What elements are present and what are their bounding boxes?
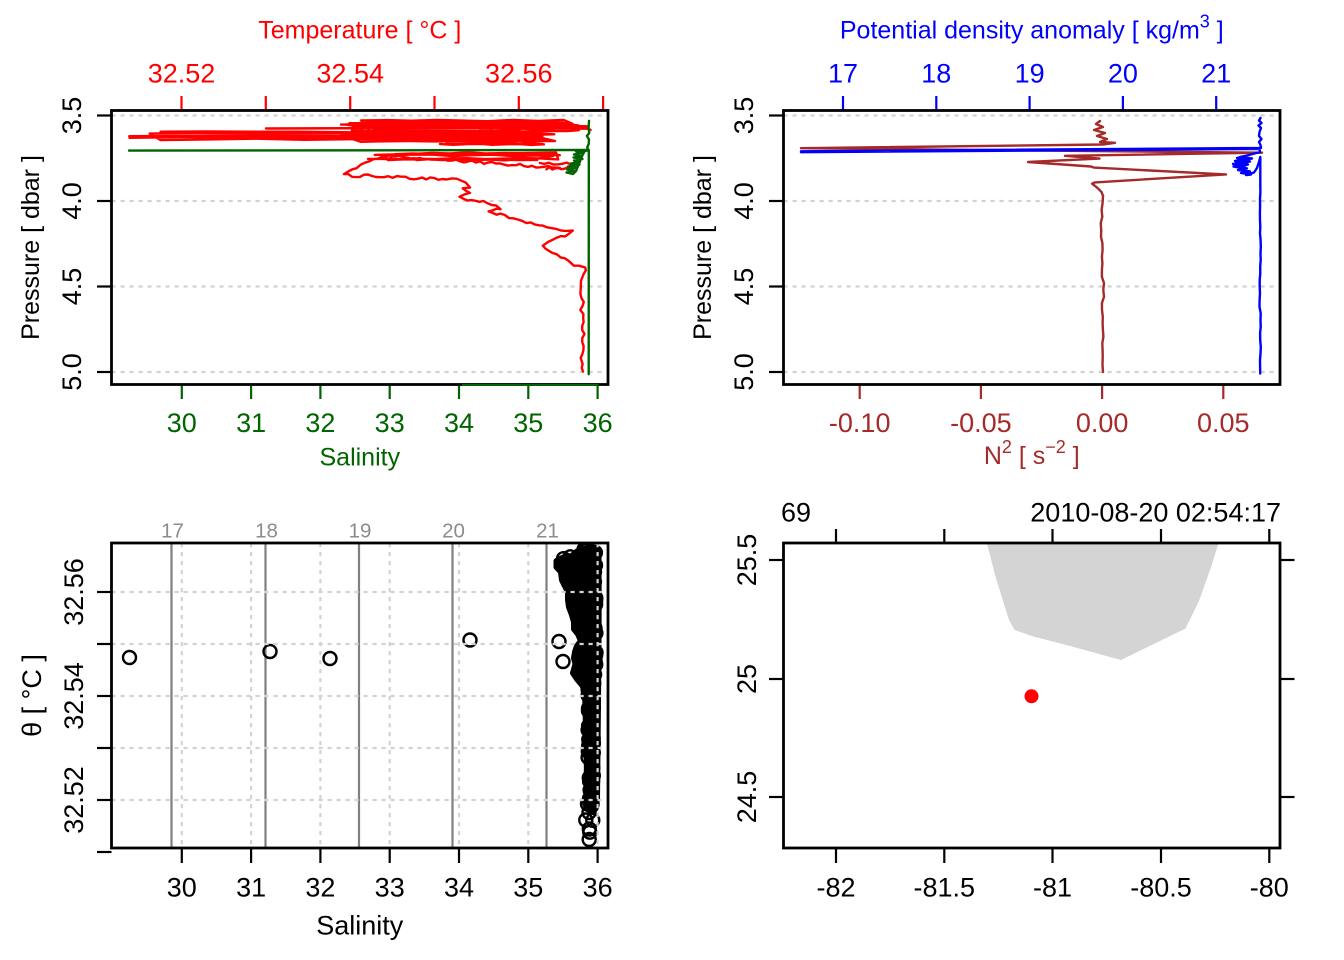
svg-text:17: 17 bbox=[828, 59, 858, 89]
svg-text:31: 31 bbox=[236, 873, 266, 903]
svg-text:-80.5: -80.5 bbox=[1130, 873, 1192, 903]
svg-text:4.5: 4.5 bbox=[57, 268, 87, 306]
svg-text:18: 18 bbox=[255, 520, 278, 543]
svg-text:33: 33 bbox=[375, 873, 405, 903]
svg-text:19: 19 bbox=[349, 520, 372, 543]
svg-text:30: 30 bbox=[167, 873, 197, 903]
svg-text:20: 20 bbox=[442, 520, 465, 543]
svg-text:25: 25 bbox=[732, 664, 762, 694]
svg-text:35: 35 bbox=[513, 408, 543, 438]
svg-text:32.56: 32.56 bbox=[59, 558, 89, 626]
svg-text:4.0: 4.0 bbox=[57, 182, 87, 220]
svg-text:32.54: 32.54 bbox=[316, 59, 384, 89]
svg-text:Potential density anomaly [ kg: Potential density anomaly [ kg/m3 ] bbox=[840, 12, 1224, 45]
svg-text:18: 18 bbox=[921, 59, 951, 89]
svg-text:Temperature [ °C ]: Temperature [ °C ] bbox=[258, 17, 461, 45]
svg-text:36: 36 bbox=[583, 873, 613, 903]
svg-text:4.0: 4.0 bbox=[729, 182, 759, 220]
svg-text:5.0: 5.0 bbox=[57, 353, 87, 391]
svg-text:19: 19 bbox=[1015, 59, 1045, 89]
svg-text:3.5: 3.5 bbox=[729, 97, 759, 135]
svg-text:36: 36 bbox=[583, 408, 613, 438]
svg-text:θ [ °C ]: θ [ °C ] bbox=[17, 654, 47, 737]
svg-text:21: 21 bbox=[1201, 59, 1231, 89]
svg-text:33: 33 bbox=[375, 408, 405, 438]
svg-text:Salinity: Salinity bbox=[316, 911, 404, 941]
svg-text:-81.5: -81.5 bbox=[914, 873, 976, 903]
svg-text:69: 69 bbox=[781, 498, 811, 528]
svg-text:30: 30 bbox=[167, 408, 197, 438]
svg-text:32.56: 32.56 bbox=[485, 59, 553, 89]
svg-text:-81: -81 bbox=[1033, 873, 1072, 903]
svg-text:32: 32 bbox=[305, 873, 335, 903]
svg-text:-82: -82 bbox=[816, 873, 855, 903]
svg-text:2010-08-20 02:54:17: 2010-08-20 02:54:17 bbox=[1030, 498, 1281, 528]
svg-text:32: 32 bbox=[305, 408, 335, 438]
svg-text:Pressure [ dbar ]: Pressure [ dbar ] bbox=[689, 155, 717, 340]
svg-text:21: 21 bbox=[536, 520, 559, 543]
svg-text:5.0: 5.0 bbox=[729, 353, 759, 391]
svg-text:32.52: 32.52 bbox=[148, 59, 216, 89]
svg-text:20: 20 bbox=[1108, 59, 1138, 89]
svg-text:0.00: 0.00 bbox=[1076, 408, 1129, 438]
svg-text:31: 31 bbox=[236, 408, 266, 438]
svg-text:4.5: 4.5 bbox=[729, 268, 759, 306]
svg-text:0.05: 0.05 bbox=[1197, 408, 1250, 438]
svg-text:17: 17 bbox=[161, 520, 184, 543]
svg-text:N2 [ s−2 ]: N2 [ s−2 ] bbox=[984, 437, 1080, 470]
svg-text:32.52: 32.52 bbox=[59, 766, 89, 834]
svg-text:Pressure [ dbar ]: Pressure [ dbar ] bbox=[17, 155, 45, 340]
svg-text:35: 35 bbox=[513, 873, 543, 903]
svg-text:-0.10: -0.10 bbox=[829, 408, 891, 438]
svg-text:25.5: 25.5 bbox=[732, 534, 762, 587]
svg-text:Salinity: Salinity bbox=[320, 444, 401, 472]
svg-text:24.5: 24.5 bbox=[732, 771, 762, 824]
svg-text:34: 34 bbox=[444, 408, 474, 438]
svg-text:32.54: 32.54 bbox=[59, 662, 89, 730]
svg-text:-0.05: -0.05 bbox=[950, 408, 1012, 438]
svg-text:34: 34 bbox=[444, 873, 474, 903]
svg-text:-80: -80 bbox=[1250, 873, 1289, 903]
svg-text:3.5: 3.5 bbox=[57, 97, 87, 135]
